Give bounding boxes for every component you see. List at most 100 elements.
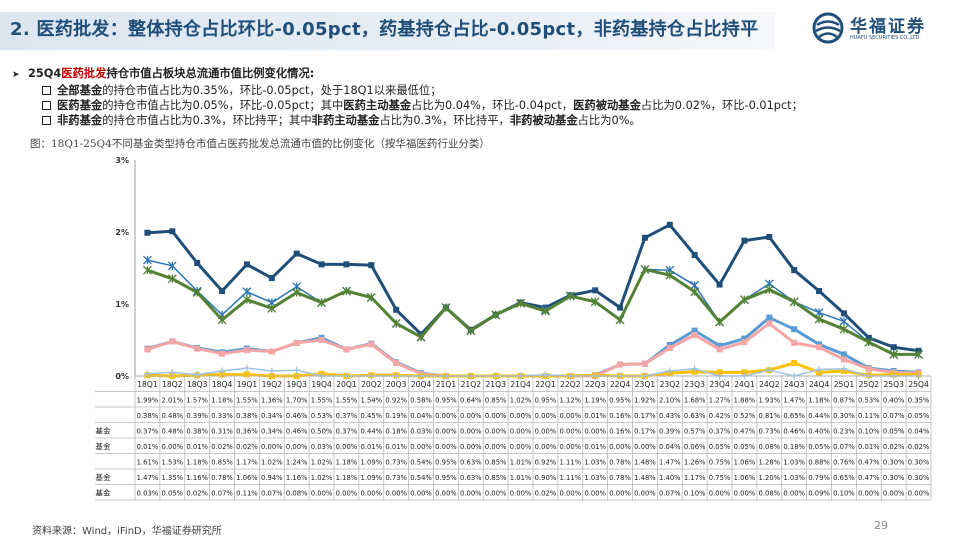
data-label: 0.03%: [410, 428, 432, 436]
data-label: 1.99%: [137, 397, 159, 405]
data-label: 0.04%: [659, 443, 681, 451]
data-label: 1.18%: [186, 459, 208, 467]
data-label: 1.47%: [783, 397, 805, 405]
data-label: 0.02%: [883, 443, 905, 451]
data-point: [368, 341, 375, 348]
term: 非药基金: [57, 114, 103, 127]
data-label: 1.03%: [584, 459, 606, 467]
data-point: [341, 286, 351, 296]
data-point: [267, 303, 277, 313]
bullet-heading: 持仓市值占板块总流通市值比例变化情况:: [106, 67, 315, 80]
data-label: 0.01%: [186, 443, 208, 451]
data-label: 0.00%: [485, 443, 507, 451]
legend-series-name: 医药基金: [95, 410, 96, 420]
data-point: [839, 316, 849, 326]
x-tick-label: 24Q1: [734, 380, 755, 389]
data-label: 0.30%: [883, 459, 905, 467]
data-label: 0.02%: [908, 443, 930, 451]
data-label: 0.08%: [759, 490, 781, 498]
data-label: 0.00%: [435, 443, 457, 451]
data-label: 1.16%: [186, 474, 208, 482]
bullet-period: 25Q4: [28, 67, 62, 80]
legend-series-name: 医药被动基金: [95, 441, 111, 451]
data-label: 0.01%: [385, 443, 407, 451]
data-point: [167, 274, 177, 284]
data-label: 0.78%: [609, 474, 631, 482]
data-point: [292, 288, 302, 297]
data-point: [766, 320, 773, 327]
data-label: 0.05%: [162, 490, 184, 498]
data-point: [791, 339, 798, 346]
x-tick-label: 23Q3: [684, 380, 705, 389]
globe-icon: [812, 12, 844, 44]
data-point: [219, 350, 226, 357]
data-label: 0.10%: [684, 490, 706, 498]
bullet-sector: 医药批发: [61, 67, 107, 80]
data-label: 0.85%: [485, 474, 507, 482]
data-label: 0.01%: [584, 412, 606, 420]
data-point: [741, 335, 748, 342]
data-point: [368, 262, 375, 269]
data-point: [666, 367, 674, 375]
data-label: 0.65%: [783, 412, 805, 420]
x-tick-label: 19Q3: [286, 380, 307, 389]
x-tick-label: 23Q4: [709, 380, 730, 389]
data-label: 0.00%: [584, 428, 606, 436]
data-point: [142, 255, 152, 265]
x-tick-label: 20Q2: [361, 380, 382, 389]
data-label: 0.36%: [236, 428, 258, 436]
data-point: [144, 346, 151, 353]
data-point: [416, 332, 426, 342]
data-label: 0.00%: [535, 412, 557, 420]
data-point: [491, 310, 501, 320]
data-label: 0.00%: [385, 490, 407, 498]
logo-name: 华福证券: [850, 17, 926, 37]
data-label: 0.85%: [485, 397, 507, 405]
data-label: 0.18%: [783, 443, 805, 451]
x-tick-label: 19Q1: [237, 380, 258, 389]
data-point: [219, 371, 226, 378]
bullet-all-funds: 全部基金的持仓市值占比为0.35%，环比-0.05pct，处于18Q1以来最低位…: [12, 83, 952, 98]
page-title: 2. 医药批发：整体持仓占比环比-0.05pct，药基持仓占比-0.05pct，…: [10, 19, 759, 40]
data-label: 0.90%: [535, 474, 557, 482]
data-point: [192, 288, 202, 297]
data-point: [739, 295, 749, 305]
data-label: 0.65%: [833, 474, 855, 482]
data-label: 0.00%: [734, 490, 756, 498]
data-label: 0.16%: [609, 412, 631, 420]
y-tick-label: 2%: [115, 228, 129, 237]
text: 占比为0.3%，环比持平，: [379, 114, 510, 127]
term: 医药基金: [57, 99, 103, 112]
data-label: 0.00%: [435, 412, 457, 420]
data-label: 0.73%: [759, 428, 781, 436]
text: 的持仓市值占比为0.35%，环比-0.05pct，处于18Q1以来最低位；: [102, 84, 442, 97]
data-label: 1.06%: [734, 474, 756, 482]
data-label: 0.40%: [883, 397, 905, 405]
data-point: [741, 339, 748, 346]
data-label: 0.44%: [808, 412, 830, 420]
data-label: 1.55%: [236, 397, 258, 405]
data-label: 1.06%: [734, 459, 756, 467]
data-label: 0.11%: [236, 490, 258, 498]
data-label: 0.00%: [336, 443, 358, 451]
data-point: [541, 371, 549, 379]
data-label: 0.78%: [609, 459, 631, 467]
data-label: 0.00%: [460, 428, 482, 436]
data-point: [617, 304, 624, 311]
data-point: [193, 371, 201, 379]
data-point: [293, 250, 300, 257]
data-label: 0.52%: [734, 412, 756, 420]
data-label: 0.17%: [634, 428, 656, 436]
data-label: 0.00%: [485, 428, 507, 436]
data-point: [167, 261, 177, 271]
data-label: 0.00%: [560, 412, 582, 420]
data-point: [889, 349, 899, 359]
data-label: 0.00%: [460, 443, 482, 451]
title-band: [0, 12, 775, 50]
data-point: [716, 346, 723, 353]
x-tick-label: 21Q3: [485, 380, 506, 389]
x-tick-label: 18Q4: [212, 380, 233, 389]
data-label: 0.08%: [759, 443, 781, 451]
x-tick-label: 22Q3: [585, 380, 606, 389]
data-label: 0.02%: [186, 490, 208, 498]
